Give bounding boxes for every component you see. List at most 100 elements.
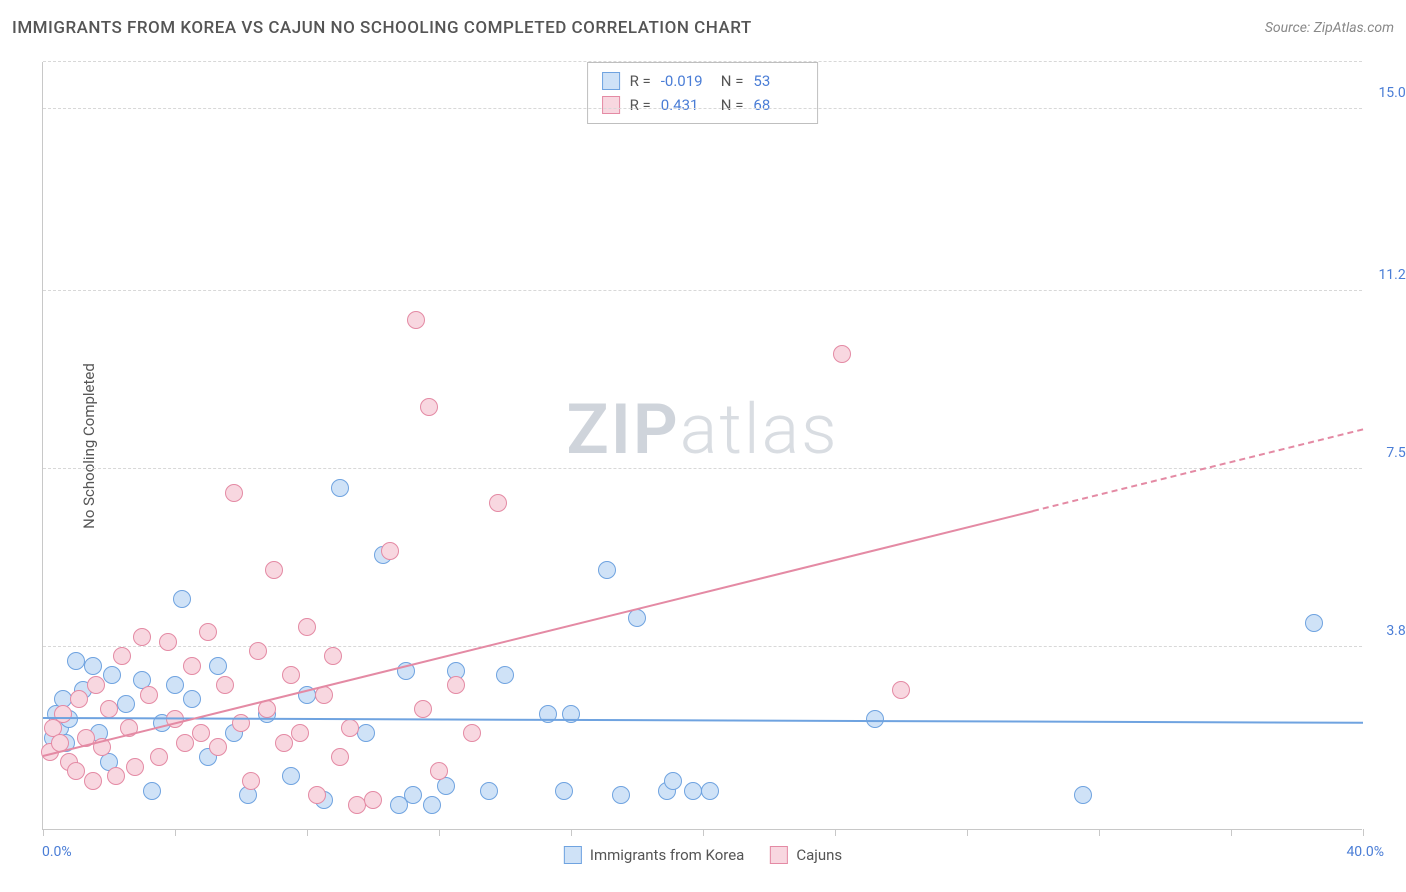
- x-tick: [439, 829, 440, 836]
- point-korea: [598, 561, 616, 579]
- point-cajun: [341, 719, 359, 737]
- legend-item-series2: Cajuns: [770, 846, 842, 864]
- point-cajun: [126, 758, 144, 776]
- point-cajun: [140, 686, 158, 704]
- x-tick: [1099, 829, 1100, 836]
- stats-row-series1: R = -0.019 N = 53: [602, 69, 804, 93]
- point-korea: [143, 782, 161, 800]
- point-cajun: [489, 494, 507, 512]
- point-korea: [357, 724, 375, 742]
- point-cajun: [430, 762, 448, 780]
- y-tick-label: 11.2%: [1366, 267, 1406, 283]
- x-tick: [571, 829, 572, 836]
- gridline: [43, 290, 1362, 291]
- point-cajun: [159, 633, 177, 651]
- trend-line: [1033, 429, 1363, 513]
- y-tick-label: 15.0%: [1366, 85, 1406, 101]
- point-korea: [209, 657, 227, 675]
- point-korea: [480, 782, 498, 800]
- point-cajun: [107, 767, 125, 785]
- point-cajun: [265, 561, 283, 579]
- point-cajun: [209, 738, 227, 756]
- point-cajun: [298, 618, 316, 636]
- point-korea: [496, 666, 514, 684]
- x-tick: [1363, 829, 1364, 836]
- point-cajun: [242, 772, 260, 790]
- point-korea: [173, 590, 191, 608]
- point-korea: [282, 767, 300, 785]
- point-cajun: [420, 398, 438, 416]
- point-korea: [423, 796, 441, 814]
- point-korea: [103, 666, 121, 684]
- point-korea: [404, 786, 422, 804]
- point-cajun: [67, 762, 85, 780]
- point-cajun: [275, 734, 293, 752]
- point-cajun: [216, 676, 234, 694]
- x-tick: [703, 829, 704, 836]
- legend-item-series1: Immigrants from Korea: [564, 846, 744, 864]
- point-korea: [183, 690, 201, 708]
- point-korea: [166, 676, 184, 694]
- point-cajun: [331, 748, 349, 766]
- legend: Immigrants from Korea Cajuns: [564, 846, 842, 864]
- x-tick: [307, 829, 308, 836]
- gridline: [43, 61, 1362, 62]
- point-korea: [117, 695, 135, 713]
- point-cajun: [381, 542, 399, 560]
- point-korea: [555, 782, 573, 800]
- stats-legend-box: R = -0.019 N = 53 R = 0.431 N = 68: [587, 62, 819, 124]
- point-cajun: [70, 690, 88, 708]
- x-tick: [1231, 829, 1232, 836]
- scatter-chart: ZIPatlas R = -0.019 N = 53 R = 0.431 N =…: [42, 62, 1362, 830]
- x-tick: [835, 829, 836, 836]
- gridline: [43, 468, 1362, 469]
- source-attribution: Source: ZipAtlas.com: [1265, 20, 1394, 36]
- point-cajun: [833, 345, 851, 363]
- point-cajun: [407, 311, 425, 329]
- swatch-series2-icon: [770, 846, 788, 864]
- gridline: [43, 108, 1362, 109]
- point-cajun: [225, 484, 243, 502]
- stats-row-series2: R = 0.431 N = 68: [602, 93, 804, 117]
- point-cajun: [447, 676, 465, 694]
- point-cajun: [150, 748, 168, 766]
- point-cajun: [291, 724, 309, 742]
- point-cajun: [100, 700, 118, 718]
- point-cajun: [54, 705, 72, 723]
- point-cajun: [133, 628, 151, 646]
- point-korea: [684, 782, 702, 800]
- point-korea: [664, 772, 682, 790]
- point-cajun: [463, 724, 481, 742]
- point-cajun: [183, 657, 201, 675]
- point-cajun: [176, 734, 194, 752]
- point-cajun: [282, 666, 300, 684]
- point-korea: [331, 479, 349, 497]
- point-cajun: [892, 681, 910, 699]
- swatch-series2: [602, 96, 620, 114]
- swatch-series1-icon: [564, 846, 582, 864]
- point-korea: [701, 782, 719, 800]
- chart-title: IMMIGRANTS FROM KOREA VS CAJUN NO SCHOOL…: [12, 18, 752, 38]
- point-cajun: [308, 786, 326, 804]
- y-tick-label: 3.8%: [1366, 623, 1406, 639]
- point-cajun: [364, 791, 382, 809]
- point-cajun: [113, 647, 131, 665]
- point-cajun: [192, 724, 210, 742]
- point-cajun: [414, 700, 432, 718]
- swatch-series1: [602, 72, 620, 90]
- point-korea: [866, 710, 884, 728]
- point-korea: [67, 652, 85, 670]
- y-tick-label: 7.5%: [1366, 445, 1406, 461]
- point-cajun: [199, 623, 217, 641]
- watermark: ZIPatlas: [566, 389, 838, 471]
- point-cajun: [87, 676, 105, 694]
- point-cajun: [324, 647, 342, 665]
- x-tick: [175, 829, 176, 836]
- point-korea: [612, 786, 630, 804]
- point-cajun: [84, 772, 102, 790]
- point-korea: [1074, 786, 1092, 804]
- x-axis-max-label: 40.0%: [1346, 844, 1384, 860]
- point-cajun: [249, 642, 267, 660]
- x-tick: [43, 829, 44, 836]
- x-axis-min-label: 0.0%: [42, 844, 72, 860]
